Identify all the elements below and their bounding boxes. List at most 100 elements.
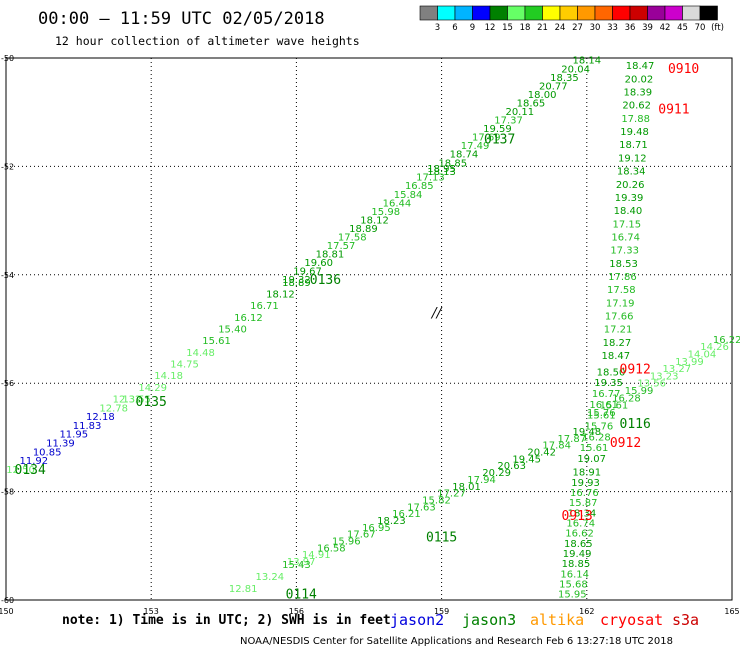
satellite-legend-s3a: s3a xyxy=(672,611,699,629)
track-value: 14.91 xyxy=(302,550,331,561)
track-value: 18.74 xyxy=(450,150,479,161)
track-value: 16.21 xyxy=(392,509,421,520)
pass-label: 0912 xyxy=(610,436,641,451)
track-value: 11.92 xyxy=(20,456,49,467)
track-value: 20.42 xyxy=(527,448,556,459)
pass-labels: 0137 0136 0135 0134 0115 0114 0116 0910 0912 0913… xyxy=(15,62,700,603)
track-value: 13.23 xyxy=(650,371,679,382)
track-value: 18.85 xyxy=(562,559,591,570)
track-value: 15.98 xyxy=(371,207,400,218)
x-tick-label: 162 xyxy=(579,607,594,616)
legend-tick-label: 18 xyxy=(520,23,531,33)
track-value: 19.60 xyxy=(304,258,333,269)
x-tick-label: 150 xyxy=(0,607,14,616)
x-tick-label: 156 xyxy=(289,607,304,616)
track-value: 19.12 xyxy=(618,153,647,164)
legend-tick-label: (ft) xyxy=(711,23,724,33)
legend-tick-label: 36 xyxy=(625,23,636,33)
track-value: 17.15 xyxy=(613,219,642,230)
track-value: 14.48 xyxy=(186,348,215,359)
track-value: 18.65 xyxy=(517,98,546,109)
track-value: 16.76 xyxy=(570,488,599,499)
y-tick-label: -60 xyxy=(1,596,14,605)
y-tick-label: -56 xyxy=(1,379,14,388)
track-value: 19.48 xyxy=(572,427,601,438)
axis-ticks: 150 153 156 159 162 165 -50 -52 -54 -56 -58 -60 xyxy=(0,54,740,616)
track-value: 13.55 xyxy=(122,394,151,405)
pass-label: 0135 xyxy=(136,395,167,410)
track-value: 19.49 xyxy=(563,549,592,560)
track-value: 13.56 xyxy=(637,379,666,390)
legend-swatch xyxy=(612,5,631,21)
track-value: 19.35 xyxy=(594,378,623,389)
legend-swatch xyxy=(559,5,578,21)
track-value: 15.76 xyxy=(585,422,614,433)
track-value: 18.95 xyxy=(427,164,456,175)
track-value: 19.07 xyxy=(577,454,606,465)
track-value: 13.27 xyxy=(663,364,692,375)
track-value: 18.12 xyxy=(266,290,295,301)
track-value: 18.85 xyxy=(438,158,467,169)
track-value: 14.29 xyxy=(138,383,167,394)
track-value: 20.77 xyxy=(539,81,568,92)
track-value: 18.53 xyxy=(609,259,638,270)
pass-label: 0910 xyxy=(668,62,699,77)
track-value: 18.23 xyxy=(377,516,406,527)
footer-credit: NOAA/NESDIS Center for Satellite Applica… xyxy=(240,636,673,647)
track-value: 19.48 xyxy=(620,127,649,138)
track-value: 13.97 xyxy=(287,557,316,568)
track-value: 16.71 xyxy=(250,301,279,312)
legend-swatch xyxy=(437,5,456,21)
track-value: 15.61 xyxy=(202,336,231,347)
y-tick-label: -50 xyxy=(1,54,14,63)
legend-swatch xyxy=(699,5,718,21)
track-value: 17.58 xyxy=(338,232,367,243)
track-value: 10.85 xyxy=(33,447,62,458)
track-value: 15.61 xyxy=(587,411,616,422)
track-value: 14.26 xyxy=(700,342,729,353)
track-value: 15.40 xyxy=(218,325,247,336)
track-value: 17.88 xyxy=(621,114,650,125)
track-value: 16.74 xyxy=(566,518,595,529)
track-value: 15.61 xyxy=(600,401,629,412)
track-value: 20.02 xyxy=(625,74,654,85)
track-value: 16.22 xyxy=(713,335,740,346)
track-value: 16.95 xyxy=(362,523,391,534)
track-value: 18.47 xyxy=(626,61,655,72)
track-value: 18.50 xyxy=(597,367,626,378)
track-value: 16.74 xyxy=(611,232,640,243)
track-value: 19.32 xyxy=(282,275,311,286)
chart-subtitle: 12 hour collection of altimeter wave hei… xyxy=(55,34,360,48)
legend-tick-label: 15 xyxy=(502,23,513,33)
track-value: 12.50 xyxy=(6,465,35,476)
pass-label: 0114 xyxy=(286,588,317,603)
track-value: 18.01 xyxy=(452,482,481,493)
track-value: 17.49 xyxy=(461,141,490,152)
y-tick-label: -58 xyxy=(1,488,14,497)
track-value: 15.99 xyxy=(625,386,654,397)
track-value: 15.43 xyxy=(282,560,311,571)
track-value: 16.28 xyxy=(582,432,611,443)
track-value: 17.84 xyxy=(542,441,571,452)
satellite-legend-jason2: jason2 xyxy=(390,611,444,629)
track-value: 20.63 xyxy=(497,461,526,472)
track-value: 18.81 xyxy=(316,250,345,261)
chart-title: 00:00 – 11:59 UTC 02/05/2018 xyxy=(38,9,325,29)
color-legend: 3 6 9 12 15 18 21 24 27 30 33 36 39 42 45 70 (ft) xyxy=(419,5,724,33)
track-value: 16.62 xyxy=(565,529,594,540)
legend-swatch xyxy=(682,5,701,21)
satellite-legend-altika: altika xyxy=(530,611,584,629)
legend-swatch xyxy=(647,5,666,21)
legend-tick-label: 9 xyxy=(470,23,475,33)
track-value: 13.99 xyxy=(675,357,704,368)
track-value: 16.14 xyxy=(560,569,589,580)
track-value: 17.69 xyxy=(472,133,501,144)
track-value: 14.04 xyxy=(688,349,717,360)
track-value: 15.96 xyxy=(332,537,361,548)
track-value: 18.91 xyxy=(572,468,601,479)
track-value: 20.11 xyxy=(505,107,534,118)
track-value: 18.27 xyxy=(603,338,632,349)
track-value: 17.33 xyxy=(610,246,639,257)
track-value: 19.45 xyxy=(512,454,541,465)
